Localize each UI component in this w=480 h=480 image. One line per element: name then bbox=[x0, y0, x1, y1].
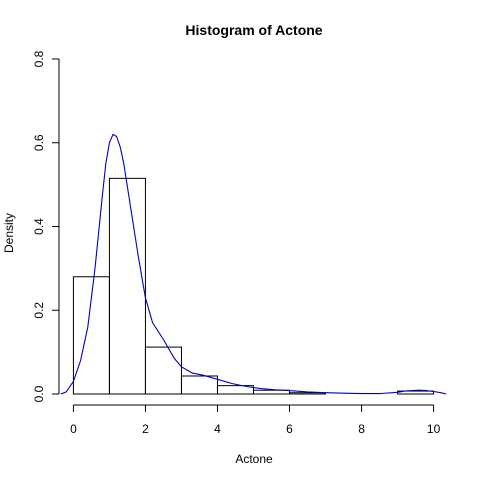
histogram-bar-6 bbox=[289, 392, 327, 395]
x-tick-label: 2 bbox=[142, 422, 149, 436]
density-curve-group bbox=[60, 133, 447, 395]
histogram-bar-3 bbox=[180, 375, 218, 395]
density-curve bbox=[60, 133, 447, 395]
y-axis-label: Density bbox=[2, 213, 16, 253]
y-tick-label: 0.8 bbox=[32, 50, 46, 67]
y-tick-label: 0.6 bbox=[32, 134, 46, 151]
x-tick-label: 10 bbox=[427, 422, 441, 436]
x-tick-label: 0 bbox=[70, 422, 77, 436]
histogram-bar-2 bbox=[144, 346, 182, 395]
histogram-bar-5 bbox=[253, 389, 291, 395]
chart-title: Histogram of Actone bbox=[185, 22, 322, 38]
y-tick-label: 0.2 bbox=[32, 302, 46, 319]
x-tick-label: 6 bbox=[286, 422, 293, 436]
x-axis-label: Actone bbox=[235, 452, 273, 466]
y-tick-label: 0.4 bbox=[32, 218, 46, 235]
y-axis: 0.0 0.2 0.4 0.6 0.8 bbox=[32, 50, 60, 402]
x-axis: 0 2 4 6 8 10 bbox=[70, 404, 441, 436]
y-tick-label: 0.0 bbox=[32, 385, 46, 402]
histogram-bar-1 bbox=[108, 177, 146, 395]
x-tick-label: 8 bbox=[358, 422, 365, 436]
histogram-bars bbox=[72, 177, 435, 395]
x-tick-label: 4 bbox=[214, 422, 221, 436]
